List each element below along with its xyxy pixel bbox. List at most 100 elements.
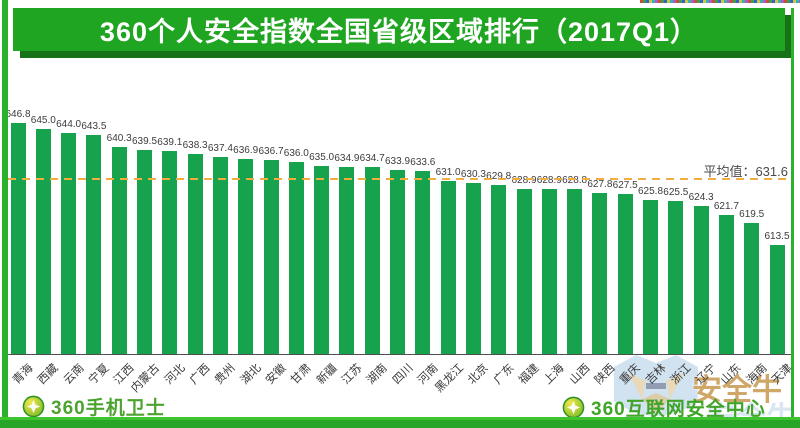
- bar-value-label: 644.0: [56, 119, 82, 130]
- bottom-green-bar: [0, 417, 800, 428]
- bar: [415, 171, 431, 354]
- bar: [769, 245, 785, 354]
- x-axis-label: 甘肃: [289, 362, 314, 387]
- bar-value-label: 646.8: [5, 108, 31, 120]
- bar-value-label: 624.3: [688, 191, 714, 203]
- footer-right-brand: 360互联网安全中心: [562, 394, 766, 421]
- x-axis-label: 陕西: [592, 362, 618, 387]
- bar-value-label: 630.3: [460, 169, 486, 181]
- x-axis-label: 新疆: [314, 362, 340, 387]
- bar-value-label: 638.3: [182, 140, 208, 151]
- bar-value-label: 625.5: [663, 187, 689, 199]
- bar: [567, 189, 583, 354]
- bar: [137, 149, 152, 354]
- bar: [592, 192, 608, 354]
- x-axis-label: 云南: [61, 362, 87, 387]
- bar: [212, 157, 228, 354]
- bar-value-label: 627.5: [612, 179, 638, 191]
- bar: [491, 185, 507, 354]
- x-axis-label: 湖南: [365, 362, 390, 387]
- average-dashed-line: [8, 178, 792, 180]
- bar: [390, 170, 405, 354]
- bar: [339, 166, 355, 354]
- bar-value-label: 633.9: [384, 156, 411, 168]
- x-axis-label: 海南: [744, 362, 770, 387]
- bar: [693, 205, 709, 354]
- bar-value-label: 635.0: [309, 152, 335, 164]
- bar: [440, 180, 456, 354]
- bar: [541, 188, 557, 354]
- bar: [617, 193, 633, 354]
- footer-right-brand-text: 360互联网安全中心: [591, 399, 766, 420]
- 360-mobile-safe-logo-icon: [22, 395, 45, 418]
- bar: [238, 159, 254, 354]
- bar-value-label: 627.8: [587, 178, 613, 190]
- bar-value-label: 640.3: [106, 132, 132, 144]
- x-axis-label: 福建: [516, 362, 542, 387]
- average-value-label: 平均值：631.6: [703, 164, 788, 179]
- x-axis-label: 安徽: [263, 362, 289, 387]
- bar-value-label: 645.0: [30, 115, 56, 127]
- bar-value-label: 625.8: [637, 186, 664, 197]
- bar-value-label: 631.0: [435, 166, 461, 178]
- bar: [162, 151, 178, 354]
- bar: [187, 154, 203, 354]
- bar-value-label: 621.7: [713, 201, 739, 213]
- noise-artifact-strip: [640, 0, 800, 3]
- x-axis-label: 吉林: [643, 362, 669, 387]
- x-axis-label: 江苏: [339, 362, 365, 387]
- bar: [668, 201, 684, 354]
- bar: [314, 166, 330, 354]
- bar-value-label: 619.5: [739, 209, 765, 221]
- bar: [263, 159, 279, 354]
- x-axis-label: 上海: [542, 362, 567, 387]
- chart-title: 360个人安全指数全国省级区域排行（2017Q1）: [99, 17, 699, 47]
- bar-value-label: 636.9: [233, 145, 259, 157]
- x-axis-label: 宁夏: [86, 362, 112, 387]
- bar-value-label: 639.5: [131, 135, 158, 147]
- x-axis-label: 四川: [390, 362, 416, 387]
- bar: [10, 122, 26, 354]
- bar-value-label: 628.9: [511, 174, 537, 186]
- x-axis-label: 山东: [719, 362, 745, 387]
- bar-value-label: 628.8: [562, 175, 588, 186]
- x-axis-label: 北京: [466, 362, 492, 387]
- bar-value-label: 636.0: [283, 148, 309, 160]
- bar: [516, 188, 532, 354]
- bar: [35, 129, 51, 354]
- title-banner: 360个人安全指数全国省级区域排行（2017Q1）: [13, 8, 785, 51]
- x-axis-label: 西藏: [36, 362, 61, 387]
- bar: [86, 134, 102, 354]
- x-axis-line: [8, 354, 792, 355]
- footer-left-brand: 360手机卫士: [22, 393, 166, 420]
- x-axis-label: 辽宁: [693, 362, 719, 387]
- bar-value-label: 629.8: [486, 171, 512, 183]
- bar: [364, 167, 380, 354]
- 360-security-center-logo-icon: [562, 396, 585, 419]
- bar-value-label: 636.7: [258, 145, 284, 157]
- bar-value-label: 634.7: [359, 153, 385, 165]
- bar: [718, 215, 734, 354]
- x-axis-label: 贵州: [213, 362, 239, 387]
- left-border-strip: [2, 0, 8, 428]
- bar-value-label: 639.1: [157, 137, 183, 148]
- x-axis-label: 河北: [162, 362, 188, 387]
- bar-value-label: 634.9: [334, 152, 360, 164]
- bar: [61, 133, 77, 354]
- bar-value-label: 643.5: [81, 120, 107, 132]
- bar: [643, 200, 658, 354]
- right-border-strip: [791, 8, 794, 428]
- watermark-shield-icon: [614, 355, 698, 416]
- x-axis-label: 广西: [187, 362, 213, 387]
- bar-value-label: 613.5: [764, 231, 790, 243]
- bar-value-label: 637.4: [207, 143, 233, 155]
- x-axis-label: 内蒙古: [129, 362, 163, 396]
- watermark-text-gold: 安全牛: [692, 374, 782, 407]
- bar: [288, 162, 304, 354]
- x-axis-label: 青海: [10, 362, 36, 387]
- x-axis-label: 湖北: [238, 362, 264, 387]
- x-axis-label: 山西: [567, 362, 593, 387]
- bar-value-label: 628.9: [536, 174, 562, 186]
- footer-left-brand-text: 360手机卫士: [51, 398, 166, 419]
